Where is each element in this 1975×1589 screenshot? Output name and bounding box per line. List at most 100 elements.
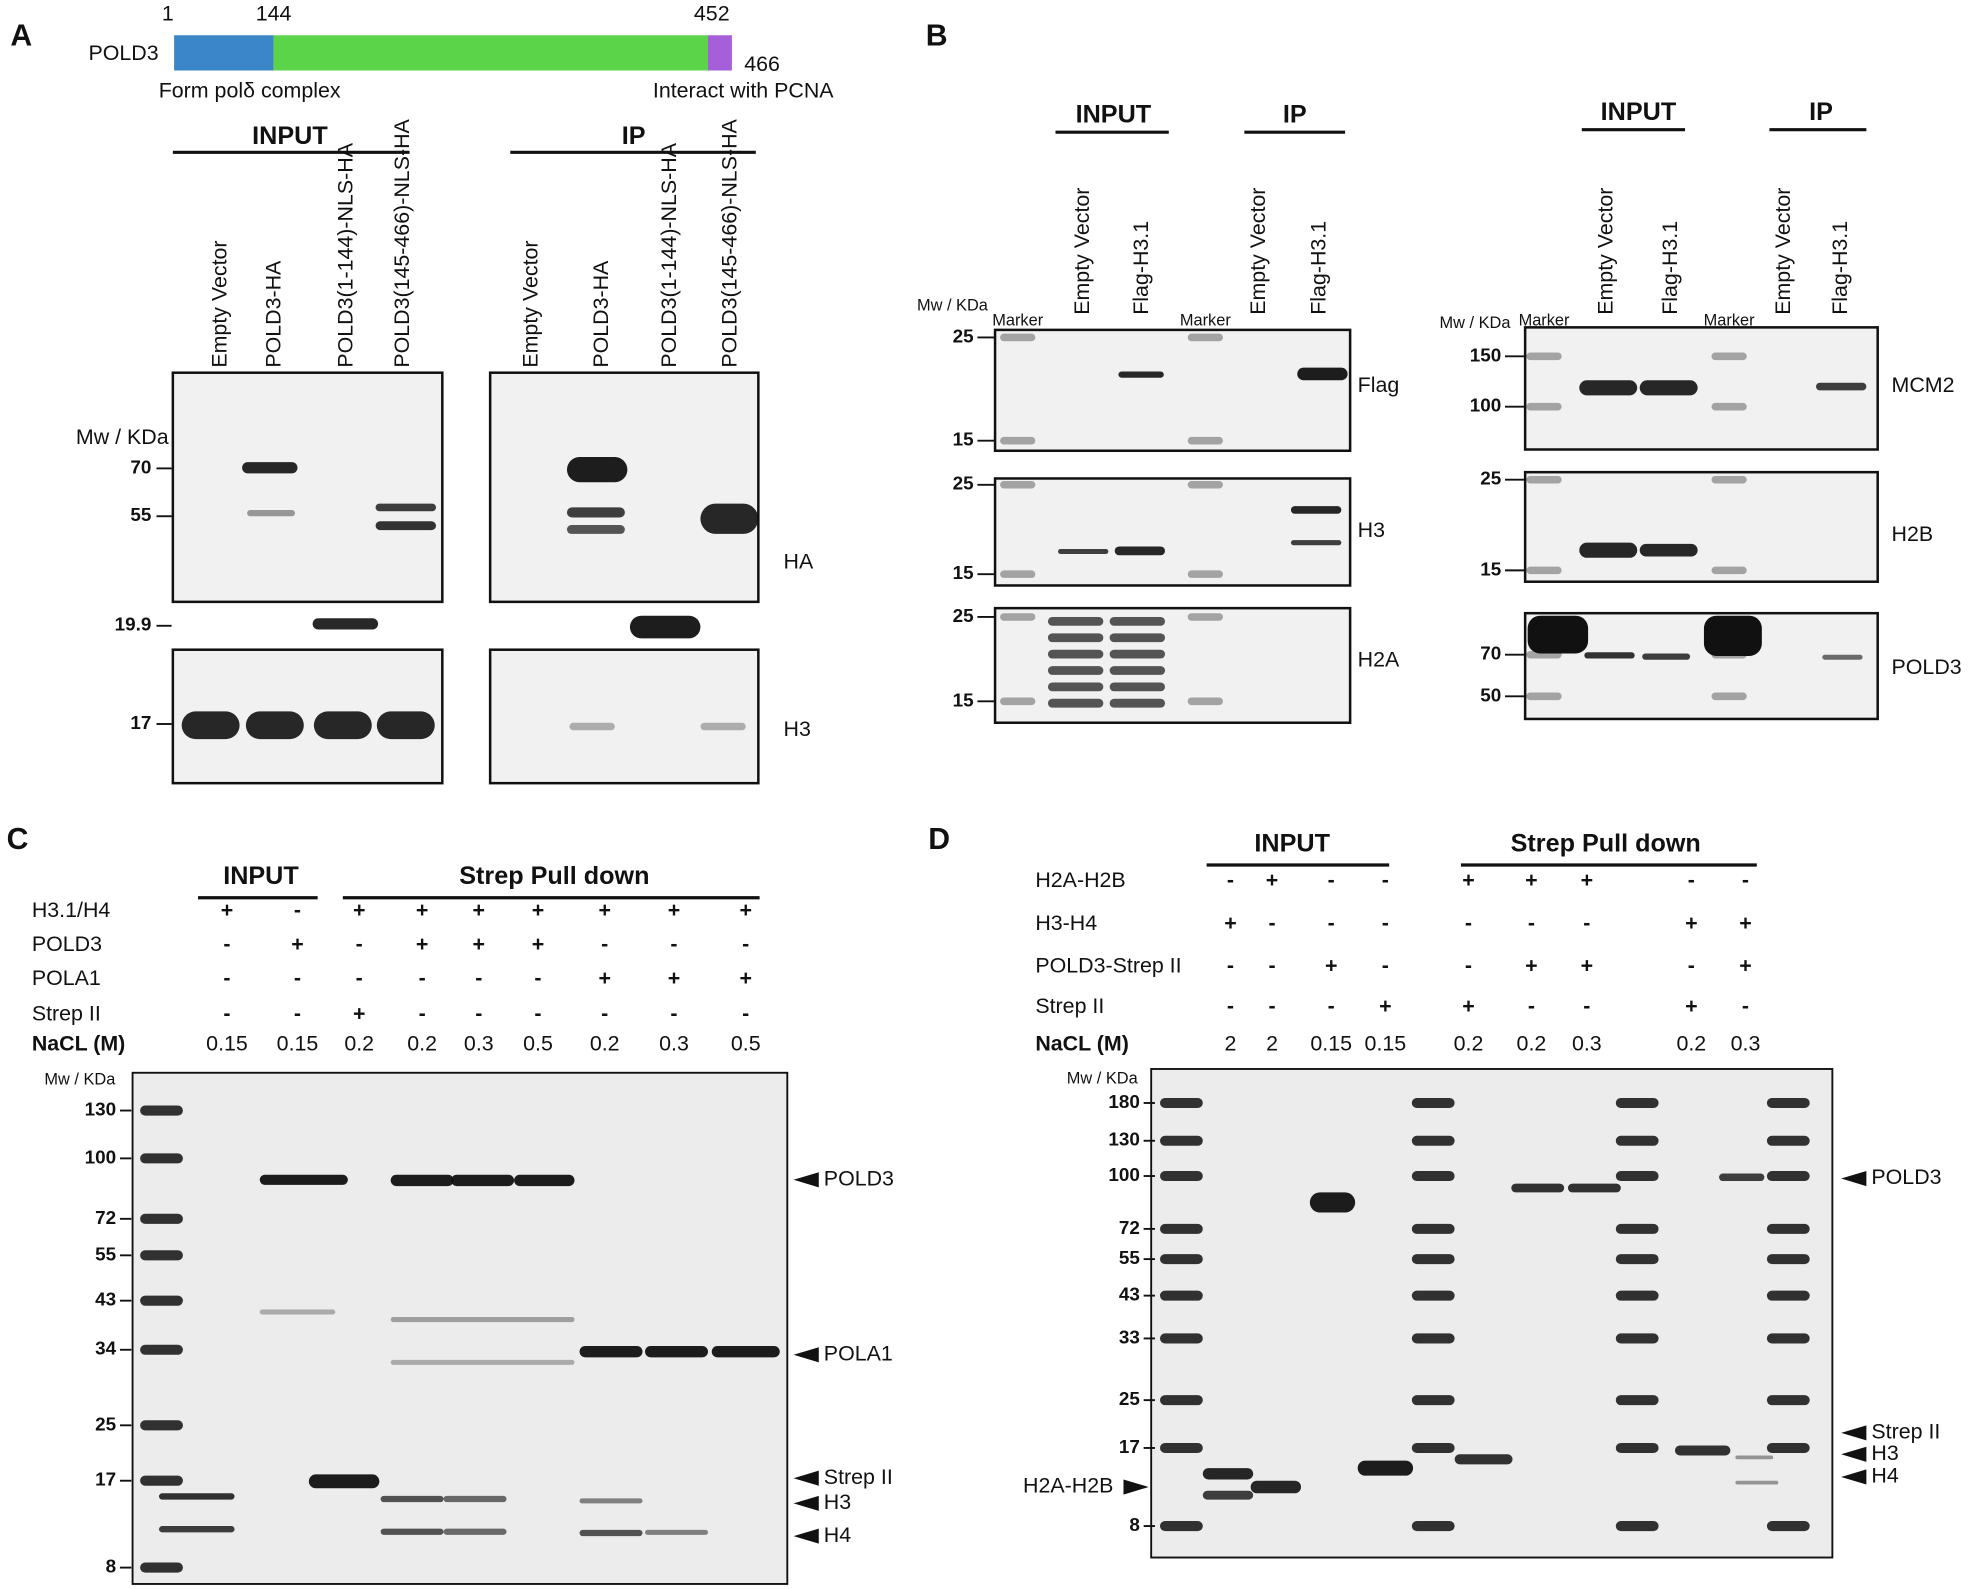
group-header: INPUT (252, 122, 328, 150)
lane-label: POLD3-HA (589, 260, 613, 368)
condition-name: POLD3-Strep II (1035, 954, 1181, 978)
band (1047, 649, 1104, 659)
band (1766, 1395, 1810, 1406)
band (1159, 1290, 1203, 1301)
marker-blob (1703, 615, 1762, 656)
panel-label: B (926, 20, 948, 53)
mw-marker: 25 (1480, 469, 1501, 490)
band (514, 1174, 575, 1187)
band-label: POLA1 (824, 1341, 893, 1365)
lane-label: Marker (1704, 311, 1755, 329)
condition-value: + (598, 898, 611, 922)
band (1615, 1097, 1659, 1109)
band (380, 1495, 444, 1503)
band (375, 521, 437, 531)
band (1411, 1135, 1455, 1146)
condition-value: + (668, 966, 680, 990)
blot-name: H3 (784, 717, 811, 741)
panel-label: A (10, 20, 32, 53)
blot (488, 648, 760, 785)
condition-value: 0.2 (1454, 1032, 1484, 1056)
band (376, 711, 435, 740)
band-label: H4 (824, 1523, 851, 1547)
mw-marker: 150 (1470, 345, 1502, 366)
condition-value: - (1465, 911, 1472, 935)
mw-marker: 19.9 (115, 615, 152, 636)
band (1047, 616, 1104, 626)
condition-value: 0.5 (523, 1032, 553, 1056)
band (566, 507, 625, 518)
band (140, 1153, 183, 1164)
condition-value: - (534, 1002, 541, 1026)
band (1615, 1521, 1659, 1532)
band (1000, 480, 1036, 489)
condition-value: - (1382, 911, 1389, 935)
condition-name: POLD3 (32, 932, 102, 956)
band (242, 462, 298, 474)
condition-value: - (601, 932, 608, 956)
condition-value: - (1227, 868, 1234, 892)
blot (1523, 470, 1879, 583)
condition-value: - (601, 1002, 608, 1026)
mw-marker: 25 (953, 474, 974, 495)
band (259, 1174, 348, 1185)
band (1526, 352, 1562, 361)
condition-value: 0.3 (659, 1032, 689, 1056)
band (1766, 1521, 1810, 1532)
mw-marker: 100 (85, 1147, 117, 1168)
condition-value: + (740, 966, 752, 990)
mw-marker: 100 (1470, 396, 1502, 417)
mw-marker: 50 (1480, 685, 1501, 706)
band (245, 711, 304, 740)
marker-blob (1527, 615, 1589, 654)
arrowhead (793, 1172, 819, 1188)
blot (993, 477, 1352, 587)
condition-value: - (223, 1002, 230, 1026)
condition-value: - (419, 1002, 426, 1026)
mw-marker: 180 (1108, 1092, 1140, 1113)
band (140, 1250, 183, 1261)
condition-value: - (356, 932, 363, 956)
band (312, 618, 379, 630)
mw-marker: 34 (95, 1339, 116, 1360)
band (1579, 380, 1638, 396)
condition-value: + (1581, 954, 1594, 978)
mw-marker: 130 (85, 1100, 117, 1121)
band (1187, 333, 1223, 342)
band (313, 711, 372, 740)
blot-name: POLD3 (1892, 655, 1962, 679)
condition-value: + (1685, 994, 1698, 1018)
band (1109, 649, 1166, 659)
band (1766, 1333, 1810, 1344)
lane-label: POLD3-HA (261, 260, 285, 368)
band (1411, 1097, 1455, 1109)
band (140, 1475, 183, 1486)
domain-note: Interact with PCNA (653, 79, 834, 103)
band (566, 525, 625, 534)
band (1000, 570, 1036, 578)
condition-value: - (1688, 868, 1695, 892)
condition-value: - (1227, 994, 1234, 1018)
gel (1150, 1068, 1834, 1559)
panel-label: C (7, 823, 29, 856)
mw-marker: 70 (130, 457, 151, 478)
condition-value: - (742, 1002, 749, 1026)
mw-marker: 33 (1119, 1327, 1140, 1348)
band (1159, 1521, 1203, 1532)
band (181, 711, 240, 740)
group-header: Strep Pull down (459, 862, 649, 890)
band (1711, 352, 1747, 361)
mw-marker: 70 (1480, 644, 1501, 665)
lane-label: POLD3(1-144)-NLS-HA (333, 142, 357, 367)
mw-marker: 8 (106, 1557, 117, 1578)
mw-marker: 17 (95, 1470, 116, 1491)
band-label: H3 (1871, 1441, 1898, 1465)
blot-name: MCM2 (1892, 373, 1955, 397)
band (1411, 1223, 1455, 1234)
band (1000, 697, 1036, 706)
condition-value: 0.15 (206, 1032, 248, 1056)
group-header: IP (1809, 98, 1833, 126)
condition-value: 0.5 (731, 1032, 761, 1056)
mw-marker: 15 (953, 690, 974, 711)
condition-value: 0.2 (407, 1032, 437, 1056)
